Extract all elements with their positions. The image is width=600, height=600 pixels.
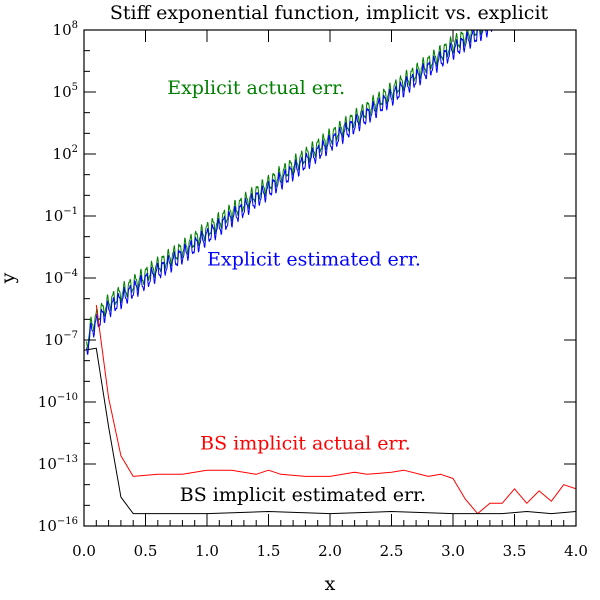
y-tick-label: 10−16 (38, 516, 78, 535)
y-tick-label: 108 (53, 20, 78, 39)
series-line (86, 30, 494, 355)
series-line (95, 304, 576, 515)
x-tick-label: 1.0 (195, 542, 219, 560)
y-tick-label: 105 (53, 82, 78, 101)
series-label: BS implicit actual err. (200, 433, 410, 455)
x-tick-label: 0.5 (134, 542, 158, 560)
x-tick-label: 4.0 (564, 542, 588, 560)
y-axis-label: y (0, 272, 19, 284)
y-tick-label: 10−4 (44, 268, 78, 287)
y-tick-label: 10−7 (44, 330, 78, 349)
series-line (84, 347, 576, 515)
ticks-layer: 0.0 0.5 1.0 1.5 2.0 2.5 3.0 3.5 4.0 108 105 102 10−1… (38, 20, 588, 560)
series-label: Explicit actual err. (167, 77, 345, 99)
y-tick-label: 10−1 (44, 206, 78, 225)
annotations-layer: Explicit actual err. Explicit estimated e… (167, 77, 426, 506)
y-tick-label: 102 (53, 144, 78, 163)
series-layer (84, 30, 576, 515)
y-tick-label: 10−10 (38, 392, 78, 411)
x-tick-label: 3.5 (503, 542, 527, 560)
x-tick-label: 2.5 (380, 542, 404, 560)
y-tick-label: 10−13 (38, 454, 78, 473)
series-label: Explicit estimated err. (207, 249, 421, 271)
series-line (86, 30, 488, 349)
x-tick-label: 3.0 (441, 542, 465, 560)
x-tick-label: 1.5 (257, 542, 281, 560)
x-axis-label: x (325, 573, 336, 595)
x-tick-label: 0.0 (72, 542, 96, 560)
x-tick-label: 2.0 (318, 542, 342, 560)
series-label: BS implicit estimated err. (180, 484, 426, 506)
chart-title: Stiff exponential function, implicit vs.… (110, 2, 549, 24)
